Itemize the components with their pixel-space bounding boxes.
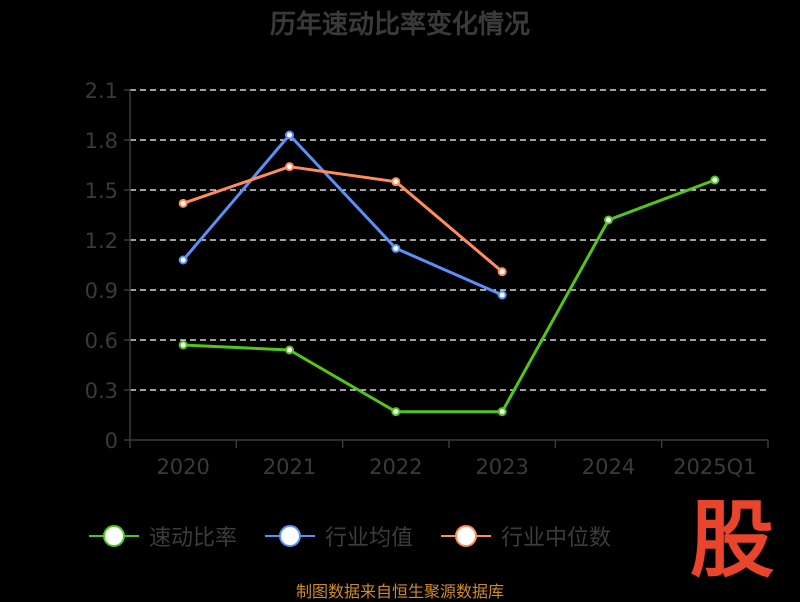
legend-swatch-industry-median xyxy=(441,524,491,548)
y-tick-label: 2.1 xyxy=(85,79,118,103)
x-tick-label: 2022 xyxy=(369,455,422,479)
data-point xyxy=(497,290,507,300)
legend-label-industry-median: 行业中位数 xyxy=(501,526,612,551)
grid-lines xyxy=(130,89,768,391)
data-point xyxy=(604,215,613,225)
legend: 速动比率 行业均值 行业中位数 xyxy=(0,520,700,552)
x-tick-label: 2024 xyxy=(582,455,635,479)
series-line-1 xyxy=(182,133,503,297)
y-tick-label: 1.8 xyxy=(85,129,118,153)
legend-label-industry-mean: 行业均值 xyxy=(324,526,413,551)
data-point xyxy=(285,345,294,355)
y-tick-label: 1.5 xyxy=(85,179,118,203)
data-point xyxy=(285,162,294,172)
axes: 0 0.3 0.6 0.9 1.2 1.5 1.8 2.1 2020 2021 2022 2023 20… xyxy=(85,79,769,479)
source-note: 制图数据来自恒生聚源数据库 xyxy=(295,582,504,601)
legend-swatch-industry-mean xyxy=(264,524,315,548)
data-point xyxy=(391,407,401,417)
y-tick-label: 1.2 xyxy=(85,229,118,253)
data-points xyxy=(178,130,720,417)
data-point xyxy=(497,267,507,277)
x-tick-label: 2021 xyxy=(263,455,316,479)
legend-item-industry-mean[interactable]: 行业均值 xyxy=(264,520,413,552)
data-point xyxy=(391,177,401,187)
legend-swatch-quick-ratio xyxy=(88,524,139,548)
legend-item-quick-ratio[interactable]: 速动比率 xyxy=(88,520,237,552)
data-point xyxy=(285,130,294,140)
data-point xyxy=(391,243,401,253)
data-point xyxy=(497,407,507,417)
data-point xyxy=(178,340,188,350)
y-tick-label: 0.6 xyxy=(85,329,118,353)
legend-item-industry-median[interactable]: 行业中位数 xyxy=(441,520,611,552)
data-point xyxy=(178,255,188,265)
chart-title: 历年速动比率变化情况 xyxy=(269,10,530,40)
x-tick-label: 2023 xyxy=(475,455,528,479)
x-tick-label: 2025Q1 xyxy=(673,455,756,479)
data-point xyxy=(178,198,188,208)
series-line-2 xyxy=(182,165,504,273)
y-tick-label: 0 xyxy=(105,429,118,453)
series-line-0 xyxy=(183,178,716,414)
y-tick-label: 0.9 xyxy=(85,279,118,303)
y-tick-label: 0.3 xyxy=(85,379,118,403)
legend-label-quick-ratio: 速动比率 xyxy=(148,526,237,551)
brand-logo: 股 xyxy=(690,491,775,589)
series-lines xyxy=(182,133,716,414)
data-point xyxy=(710,175,720,185)
x-tick-label: 2020 xyxy=(156,455,209,479)
